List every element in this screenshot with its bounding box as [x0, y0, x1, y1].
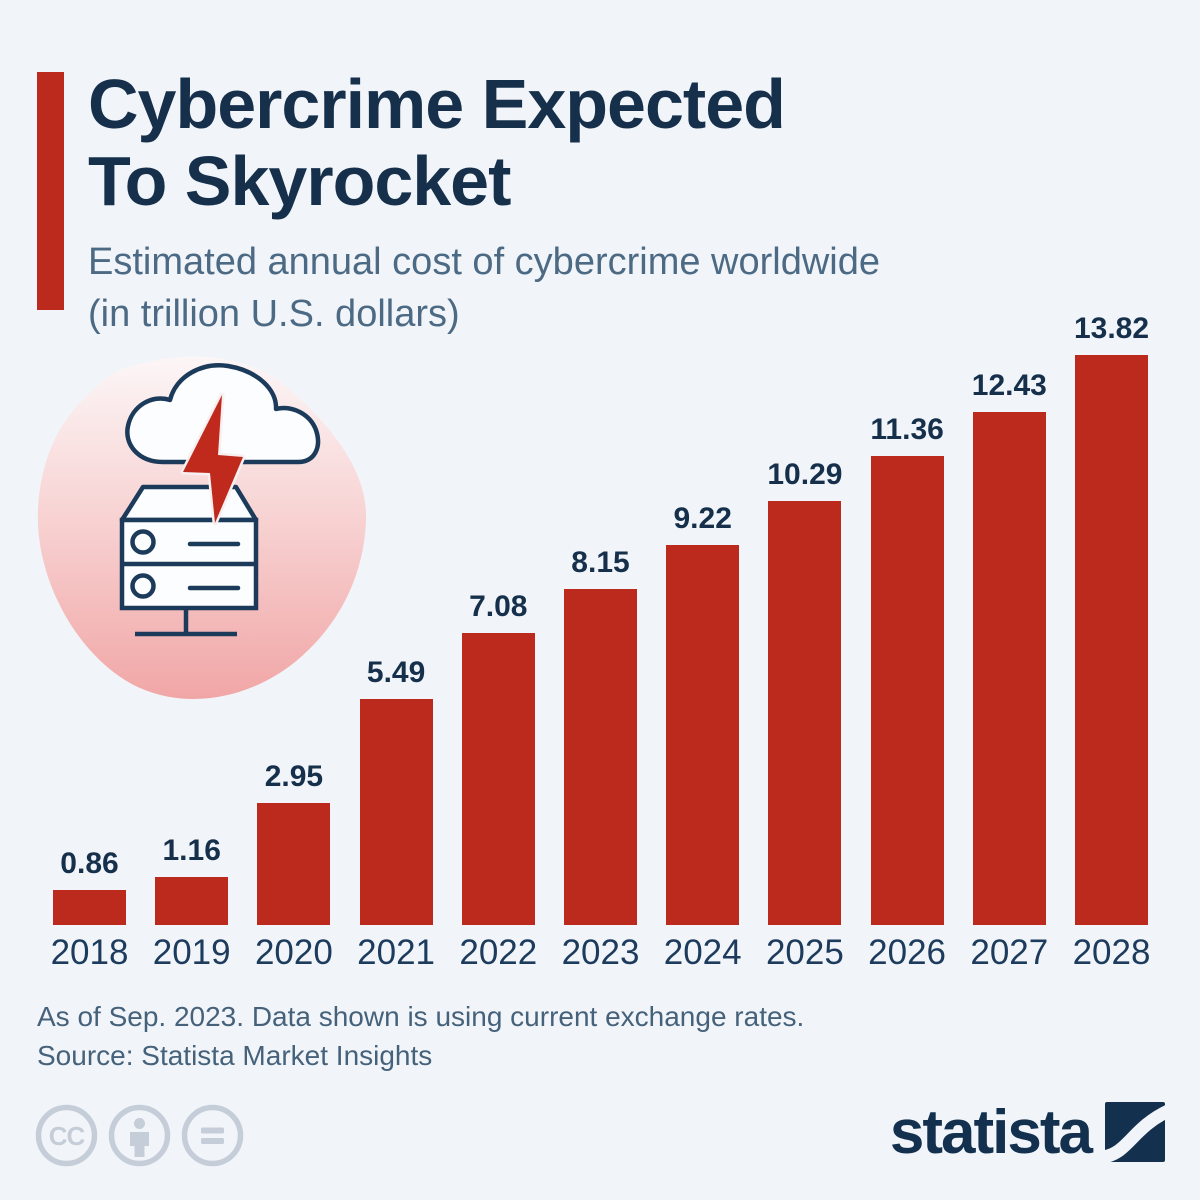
- year-label: 2019: [152, 933, 231, 972]
- bar-value-label: 0.86: [60, 847, 119, 880]
- year-label: 2022: [459, 933, 538, 972]
- bar-value-label: 1.16: [162, 834, 221, 867]
- cloud-lightning-server-icon: [37, 356, 367, 700]
- license-icons: CC: [35, 1104, 244, 1167]
- bar-value-label: 7.08: [469, 590, 528, 623]
- attribution-icon[interactable]: [108, 1104, 171, 1167]
- year-label: 2018: [50, 933, 129, 972]
- bar: [768, 501, 842, 925]
- page-title: Cybercrime Expected To Skyrocket: [88, 65, 786, 220]
- lightning-bolt-icon: [180, 392, 246, 526]
- bar: [359, 699, 433, 925]
- bar-value-label: 11.36: [870, 413, 944, 446]
- year-label: 2028: [1072, 933, 1151, 972]
- bar-value-label: 8.15: [571, 546, 630, 579]
- bar: [257, 803, 331, 925]
- year-label: 2025: [765, 933, 844, 972]
- bar-column-2023: 8.15 2023: [562, 546, 640, 972]
- statista-logo-text: statista: [889, 1098, 1093, 1167]
- server-icon: [119, 484, 259, 637]
- statista-logo[interactable]: statista: [889, 1098, 1165, 1167]
- bar-chart: 0.86 2018 1.16 2019 2.95 2020 5.49 2021 7.08 2022…: [40, 312, 1160, 980]
- bar: [666, 545, 740, 925]
- bar-value-label: 12.43: [971, 369, 1047, 402]
- bar-value-label: 13.82: [1073, 312, 1150, 345]
- statista-logo-mark: [1105, 1102, 1165, 1162]
- year-label: 2024: [663, 933, 742, 972]
- bar: [870, 456, 944, 925]
- footnote: As of Sep. 2023. Data shown is using cur…: [37, 1001, 805, 1032]
- title-line-2: To Skyrocket: [88, 142, 511, 220]
- source-line: Source: Statista Market Insights: [37, 1040, 433, 1071]
- bar-column-2019: 1.16 2019: [153, 834, 231, 972]
- bar-column-2018: 0.86 2018: [51, 847, 129, 972]
- bar-column-2022: 7.08 2022: [459, 590, 537, 972]
- year-label: 2023: [561, 933, 640, 972]
- subtitle-line-1: Estimated annual cost of cybercrime worl…: [88, 241, 881, 283]
- bar: [53, 890, 126, 925]
- bar-column-2021: 5.49 2021: [357, 656, 435, 972]
- bar-value-label: 2.95: [264, 760, 324, 793]
- chart-subtitle: Estimated annual cost of cybercrime worl…: [88, 236, 880, 340]
- bar: [461, 633, 535, 925]
- no-derivatives-icon[interactable]: [181, 1104, 244, 1167]
- year-label: 2020: [254, 933, 333, 972]
- year-label: 2021: [357, 933, 436, 972]
- title-accent-bar: [37, 72, 64, 310]
- svg-text:CC: CC: [49, 1121, 86, 1151]
- bar-column-2025: 10.29 2025: [766, 458, 844, 972]
- bar-value-label: 9.22: [673, 502, 732, 535]
- bar-value-label: 10.29: [767, 458, 843, 491]
- title-line-1: Cybercrime Expected: [88, 65, 786, 143]
- cc-license-icon[interactable]: CC: [35, 1104, 98, 1167]
- bar: [1075, 355, 1148, 925]
- bar-column-2020: 2.95 2020: [255, 760, 333, 972]
- bar-value-label: 5.49: [366, 656, 426, 689]
- year-label: 2027: [970, 933, 1049, 972]
- bar: [564, 589, 637, 925]
- subtitle-line-2: (in trillion U.S. dollars): [88, 293, 460, 335]
- bar-column-2027: 12.43 2027: [970, 369, 1048, 972]
- year-label: 2026: [868, 933, 947, 972]
- bar-column-2028: 13.82 2028: [1073, 312, 1151, 972]
- bar-column-2026: 11.36 2026: [868, 413, 946, 972]
- bar-column-2024: 9.22 2024: [664, 502, 742, 972]
- bar: [972, 412, 1046, 925]
- bar: [155, 877, 229, 925]
